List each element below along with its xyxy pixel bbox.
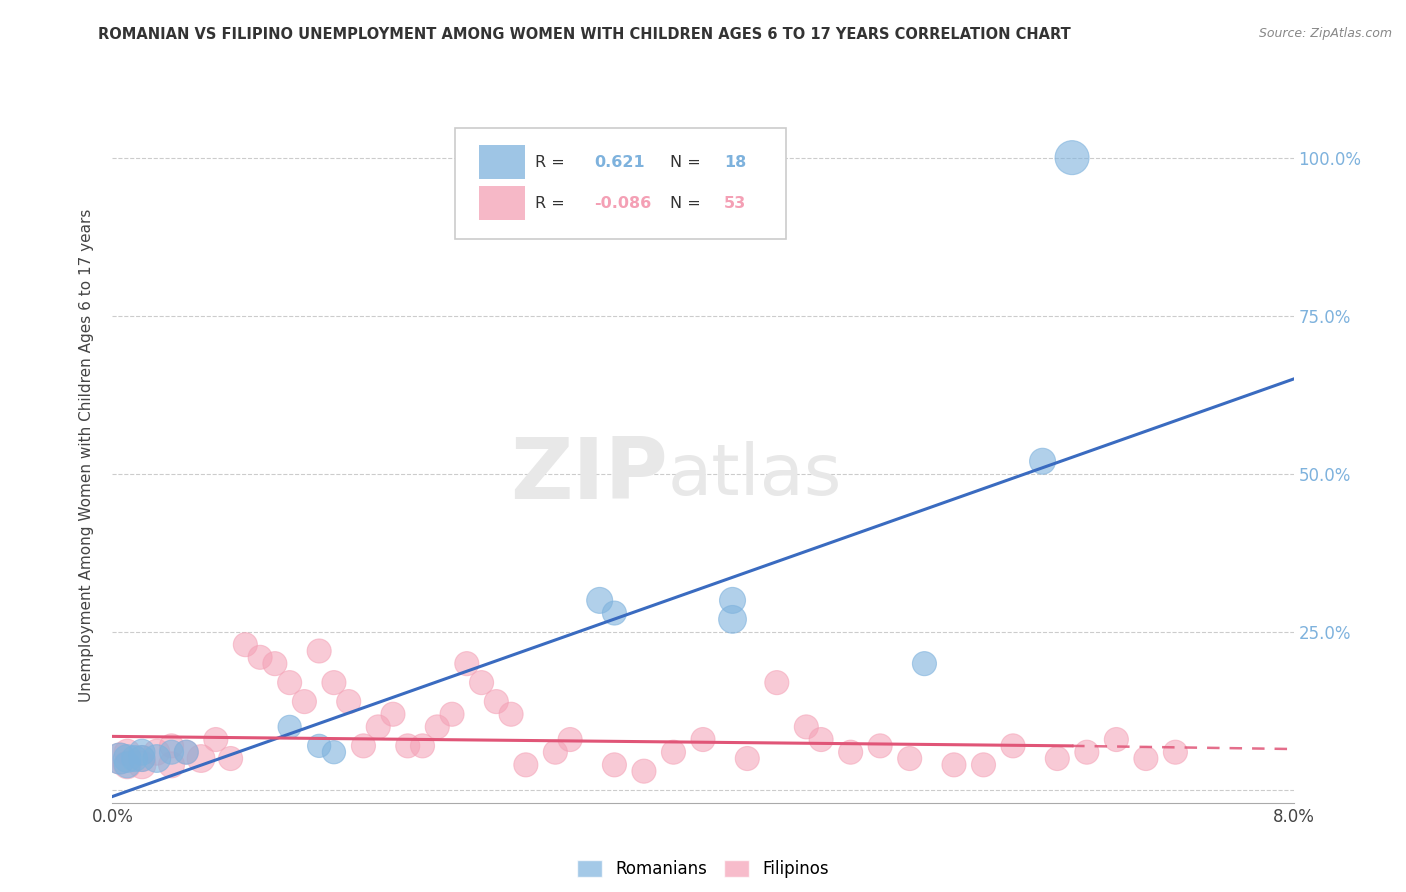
Point <box>131 745 153 759</box>
Point <box>160 745 183 759</box>
Point <box>737 751 759 765</box>
Point <box>278 675 301 690</box>
Point <box>124 751 146 765</box>
Point <box>264 657 287 671</box>
Point <box>471 675 494 690</box>
Point <box>382 707 405 722</box>
Point <box>174 745 197 759</box>
FancyBboxPatch shape <box>456 128 786 239</box>
Point <box>146 745 169 759</box>
Point <box>117 757 138 772</box>
Text: N =: N = <box>669 155 706 170</box>
Point <box>898 751 921 765</box>
Point <box>765 675 787 690</box>
Point <box>1062 151 1084 165</box>
Point <box>131 751 153 765</box>
FancyBboxPatch shape <box>478 145 524 179</box>
Point <box>441 707 464 722</box>
Point <box>588 593 610 607</box>
Point <box>544 745 567 759</box>
Point <box>1046 751 1069 765</box>
Point <box>796 720 818 734</box>
Point <box>160 739 183 753</box>
Text: R =: R = <box>536 155 571 170</box>
Point <box>1105 732 1128 747</box>
Point <box>131 757 153 772</box>
Text: ROMANIAN VS FILIPINO UNEMPLOYMENT AMONG WOMEN WITH CHILDREN AGES 6 TO 17 YEARS C: ROMANIAN VS FILIPINO UNEMPLOYMENT AMONG … <box>98 27 1071 42</box>
Point <box>839 745 862 759</box>
Point <box>131 751 153 765</box>
Text: 18: 18 <box>724 155 747 170</box>
Point <box>146 751 169 765</box>
Point <box>603 757 626 772</box>
Point <box>352 739 374 753</box>
Point <box>633 764 655 779</box>
FancyBboxPatch shape <box>478 186 524 219</box>
Point <box>869 739 891 753</box>
Text: Source: ZipAtlas.com: Source: ZipAtlas.com <box>1258 27 1392 40</box>
Legend: Romanians, Filipinos: Romanians, Filipinos <box>571 854 835 885</box>
Point <box>501 707 523 722</box>
Point <box>308 644 330 658</box>
Point <box>249 650 271 665</box>
Text: 0.621: 0.621 <box>595 155 645 170</box>
Point <box>1135 751 1157 765</box>
Point <box>1076 745 1098 759</box>
Point <box>278 720 301 734</box>
Point <box>721 593 744 607</box>
Point <box>721 612 744 626</box>
Text: atlas: atlas <box>668 442 842 510</box>
Point <box>426 720 449 734</box>
Point <box>117 745 138 759</box>
Point <box>323 675 346 690</box>
Point <box>108 751 131 765</box>
Point <box>337 695 360 709</box>
Point <box>810 732 832 747</box>
Text: 53: 53 <box>724 195 747 211</box>
Point <box>456 657 478 671</box>
Point <box>205 732 228 747</box>
Point <box>367 720 389 734</box>
Point <box>973 757 995 772</box>
Point <box>603 606 626 620</box>
Point <box>1001 739 1024 753</box>
Point <box>662 745 685 759</box>
Point <box>292 695 315 709</box>
Point <box>914 657 936 671</box>
Y-axis label: Unemployment Among Women with Children Ages 6 to 17 years: Unemployment Among Women with Children A… <box>79 208 94 702</box>
Point <box>692 732 714 747</box>
Point <box>117 751 138 765</box>
Point <box>160 757 183 772</box>
Point <box>323 745 346 759</box>
Text: ZIP: ZIP <box>510 434 668 517</box>
Text: N =: N = <box>669 195 706 211</box>
Point <box>1032 454 1054 468</box>
Text: R =: R = <box>536 195 571 211</box>
Point <box>174 745 197 759</box>
Point <box>219 751 242 765</box>
Point <box>233 638 256 652</box>
Point <box>942 757 965 772</box>
Point <box>560 732 582 747</box>
Point <box>396 739 419 753</box>
Point <box>1164 745 1187 759</box>
Point <box>117 757 138 772</box>
Point <box>485 695 508 709</box>
Text: -0.086: -0.086 <box>595 195 651 211</box>
Point <box>412 739 434 753</box>
Point <box>515 757 537 772</box>
Point <box>108 751 131 765</box>
Point <box>308 739 330 753</box>
Point <box>190 751 212 765</box>
